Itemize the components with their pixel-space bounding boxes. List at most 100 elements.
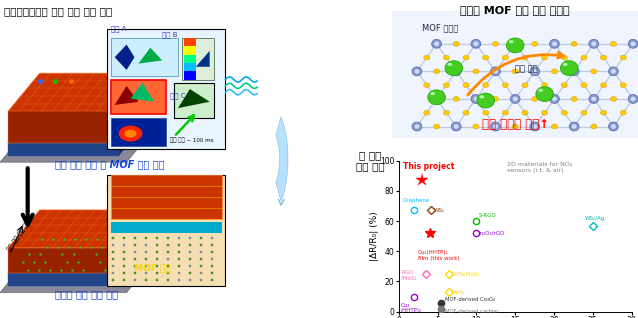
Ellipse shape [628,94,638,103]
Ellipse shape [454,69,459,74]
Ellipse shape [611,69,616,74]
Text: MOF-derived Co₃O₄: MOF-derived Co₃O₄ [445,297,496,302]
FancyBboxPatch shape [184,71,196,80]
Ellipse shape [530,122,540,131]
Ellipse shape [491,67,500,76]
Text: 2D materials for NO₂
sensors (r.t. & air): 2D materials for NO₂ sensors (r.t. & air… [507,162,573,173]
Ellipse shape [445,61,463,75]
Ellipse shape [493,41,499,46]
Ellipse shape [424,55,430,60]
Ellipse shape [493,96,499,101]
Text: 금속 입자: 금속 입자 [515,64,538,73]
Ellipse shape [561,83,567,87]
Polygon shape [138,48,162,64]
Polygon shape [196,51,210,67]
Ellipse shape [502,55,508,60]
Polygon shape [119,235,151,286]
Ellipse shape [477,93,494,108]
Ellipse shape [428,90,445,105]
FancyBboxPatch shape [111,118,166,146]
Ellipse shape [609,67,618,76]
Ellipse shape [542,110,548,115]
Text: 기능성 나노 박막 형성: 기능성 나노 박막 형성 [56,289,119,299]
Ellipse shape [571,96,577,101]
Ellipse shape [473,69,479,74]
Ellipse shape [522,83,528,87]
Ellipse shape [507,38,524,53]
Ellipse shape [432,94,441,103]
Text: 반응 속도 ~ 100 ms: 반응 속도 ~ 100 ms [170,137,214,142]
Ellipse shape [531,41,538,46]
Polygon shape [115,86,138,105]
Ellipse shape [119,126,142,142]
Ellipse shape [581,55,587,60]
Ellipse shape [512,69,518,74]
Text: 나노 촉매 합성 및 MOF 입자 형성: 나노 촉매 합성 및 MOF 입자 형성 [56,159,165,169]
Ellipse shape [551,69,558,74]
FancyBboxPatch shape [111,80,166,114]
Ellipse shape [620,83,627,87]
Ellipse shape [572,69,577,74]
Polygon shape [8,73,151,111]
Polygon shape [8,235,151,273]
Ellipse shape [443,110,450,115]
Ellipse shape [412,67,422,76]
Ellipse shape [433,69,440,74]
Ellipse shape [591,42,597,46]
Ellipse shape [493,69,498,74]
Ellipse shape [491,122,500,131]
Ellipse shape [630,97,635,101]
Ellipse shape [463,110,469,115]
Ellipse shape [412,122,422,131]
Text: RGO
/MoS₂: RGO /MoS₂ [401,270,417,281]
Ellipse shape [482,55,489,60]
FancyBboxPatch shape [184,38,196,46]
Ellipse shape [473,42,478,46]
Ellipse shape [522,110,528,115]
Polygon shape [8,248,119,273]
Text: MOF 구조체: MOF 구조체 [422,24,458,32]
Ellipse shape [542,55,548,60]
Ellipse shape [611,124,616,129]
Ellipse shape [463,55,469,60]
FancyBboxPatch shape [107,175,225,286]
Ellipse shape [532,124,537,129]
Text: 용액 A: 용액 A [111,25,126,32]
Ellipse shape [513,97,517,101]
Ellipse shape [451,122,461,131]
Polygon shape [0,124,158,162]
Ellipse shape [479,95,484,99]
Polygon shape [8,111,119,143]
Ellipse shape [424,83,430,87]
Ellipse shape [482,83,489,87]
Text: 고 성능
가스 센서: 고 성능 가스 센서 [355,150,384,171]
Ellipse shape [434,97,439,101]
Text: MoS₂: MoS₂ [452,289,465,294]
Ellipse shape [591,124,597,129]
Ellipse shape [552,97,557,101]
FancyBboxPatch shape [392,11,638,138]
Ellipse shape [443,83,450,87]
Ellipse shape [620,55,627,60]
Ellipse shape [611,96,616,101]
Ellipse shape [611,41,616,46]
Ellipse shape [609,122,618,131]
Ellipse shape [551,124,558,129]
Text: Graphene: Graphene [403,198,430,203]
Ellipse shape [453,96,459,101]
Ellipse shape [620,110,627,115]
Ellipse shape [473,124,479,129]
FancyBboxPatch shape [111,222,221,233]
Ellipse shape [532,69,537,74]
Polygon shape [276,117,288,201]
Text: MOF 성장: MOF 성장 [135,263,171,272]
Ellipse shape [561,55,567,60]
Ellipse shape [589,39,598,48]
Ellipse shape [530,67,540,76]
Ellipse shape [522,55,528,60]
Polygon shape [131,83,154,102]
Ellipse shape [430,92,435,95]
Ellipse shape [552,42,557,46]
Text: 기능성 MOF 나노 박막 모식도: 기능성 MOF 나노 박막 모식도 [461,5,570,15]
Text: Cu₃(HHTP)₂
film (this work): Cu₃(HHTP)₂ film (this work) [418,250,460,260]
